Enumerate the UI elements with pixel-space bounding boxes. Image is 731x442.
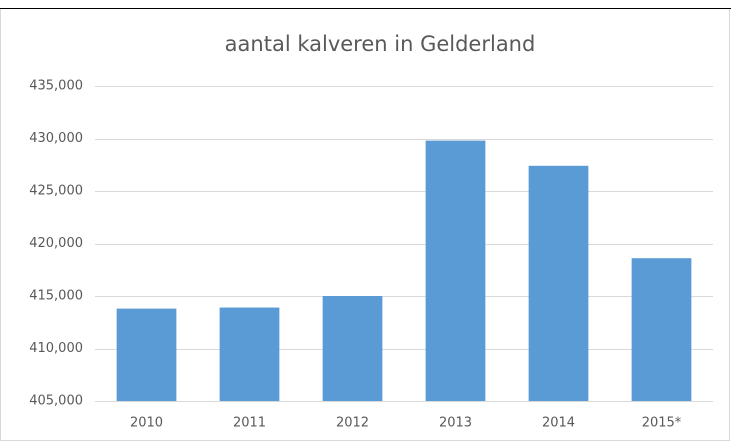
x-tick-label: 2014 (542, 416, 575, 431)
y-tick-label: 425,000 (29, 184, 83, 199)
bar (116, 308, 177, 401)
bar (425, 140, 486, 401)
x-tick-label: 2015* (642, 416, 682, 431)
bar (322, 296, 383, 401)
x-tick-label: 2012 (336, 416, 369, 431)
y-tick-label: 415,000 (29, 289, 83, 304)
y-tick-label: 430,000 (29, 131, 83, 146)
y-tick-label: 410,000 (29, 341, 83, 356)
y-tick-label: 420,000 (29, 236, 83, 251)
bar (219, 307, 280, 401)
x-tick-label: 2013 (439, 416, 472, 431)
x-tick-label: 2011 (233, 416, 266, 431)
x-tick-label: 2010 (130, 416, 163, 431)
y-tick-label: 405,000 (29, 394, 83, 409)
chart-title: aantal kalveren in Gelderland (225, 32, 536, 56)
bar (631, 258, 692, 401)
y-tick-label: 435,000 (29, 79, 83, 94)
bar (528, 165, 589, 401)
